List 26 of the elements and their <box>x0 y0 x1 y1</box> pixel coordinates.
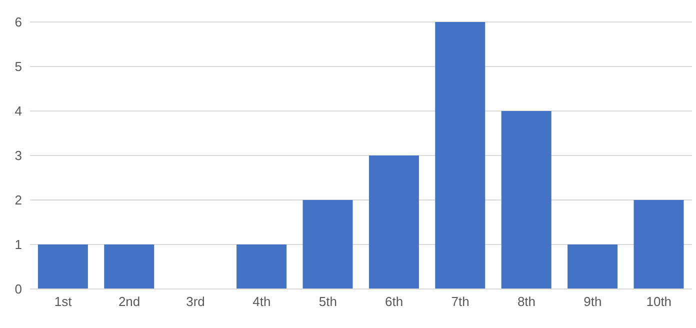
x-tick-label: 4th <box>252 294 271 310</box>
x-tick-label: 8th <box>517 294 536 310</box>
x-tick-label: 2nd <box>118 294 140 310</box>
bar <box>435 22 486 289</box>
bar <box>236 244 287 289</box>
bar <box>38 244 88 289</box>
bar <box>568 244 618 289</box>
x-tick-label: 1st <box>54 294 72 310</box>
y-tick-label: 4 <box>14 104 22 119</box>
y-tick-label: 2 <box>14 192 22 208</box>
x-tick-label: 10th <box>646 294 672 310</box>
x-tick-label: 5th <box>318 294 337 310</box>
x-tick-label: 3rd <box>186 294 205 310</box>
bar <box>302 200 353 289</box>
bar <box>634 200 684 289</box>
bar <box>368 156 419 289</box>
y-tick-label: 1 <box>14 237 22 252</box>
x-tick-label: 6th <box>385 294 404 310</box>
y-tick-label: 0 <box>14 282 22 297</box>
y-tick-label: 3 <box>14 148 22 164</box>
y-tick-label: 6 <box>14 14 22 30</box>
x-tick-label: 7th <box>451 294 470 310</box>
bar <box>501 111 552 289</box>
bar <box>104 244 154 289</box>
x-tick-label: 9th <box>584 294 602 310</box>
y-tick-label: 5 <box>14 59 22 74</box>
